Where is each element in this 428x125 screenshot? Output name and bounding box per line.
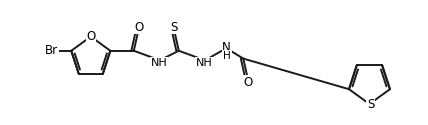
Text: S: S — [367, 98, 374, 110]
Text: O: O — [134, 21, 143, 34]
Text: H: H — [223, 51, 231, 61]
Text: N: N — [222, 41, 231, 54]
Text: NH: NH — [151, 58, 168, 68]
Text: O: O — [244, 76, 253, 89]
Text: S: S — [170, 21, 178, 34]
Text: O: O — [86, 30, 95, 43]
Text: NH: NH — [196, 58, 213, 68]
Text: Br: Br — [45, 44, 58, 57]
